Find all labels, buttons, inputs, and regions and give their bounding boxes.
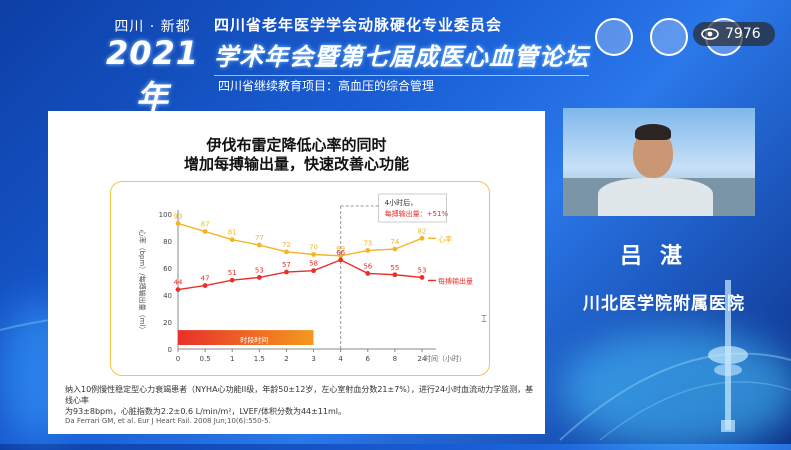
data-point [175,221,181,226]
data-point [311,268,316,274]
annotation-line2: 每搏输出量：+51% [385,209,449,218]
x-tick-label: 1 [230,355,234,363]
legend-label: 每搏输出量 [438,276,473,285]
data-point [365,271,371,276]
event-location-year: 四川 · 新都 2021年 [100,16,205,118]
y-tick-label: 20 [163,319,172,327]
data-point [284,249,289,255]
data-label: 81 [228,229,237,237]
mouse-cursor-icon: ⌶ [481,314,487,325]
data-label: 53 [255,266,264,274]
data-label: 87 [201,221,210,229]
conference-title: 学术年会暨第七届成医心血管论坛 [214,43,589,71]
annotation-line1: 4小时后， [385,198,417,207]
organizer-logo-2 [650,18,688,56]
data-point [419,275,425,280]
series-line-1 [177,259,423,291]
x-tick-label: 24 [418,355,427,363]
footnote-line1: 纳入10例慢性稳定型心力衰竭患者（NYHA心功能II级，年龄50±12岁，左心室… [65,385,534,405]
infusion-label: 时段时间 [240,335,268,344]
series-line-0 [177,222,423,257]
y-tick-label: 100 [159,211,172,219]
data-point [202,229,208,234]
data-label: 56 [363,262,372,270]
data-label: 44 [174,279,183,287]
eye-icon [701,28,719,40]
speaker-organization: 川北医学院附属医院 [583,294,745,314]
infusion-bar [178,330,314,345]
data-label: 69 [336,245,345,253]
data-label: 82 [418,227,427,235]
data-label: 93 [174,212,183,220]
data-label: 55 [390,264,399,272]
annotation-box [378,193,447,223]
y-tick-label: 0 [168,346,172,354]
x-tick-label: 4 [338,355,343,363]
viewer-count: 7976 [725,26,761,42]
data-label: 53 [418,266,427,274]
event-city: 四川 · 新都 [114,19,191,35]
data-point [338,257,344,263]
data-point [256,242,262,248]
x-tick-label: 2 [284,355,288,363]
event-title-block: 四川省老年医学学会动脉硬化专业委员会 学术年会暨第七届成医心血管论坛 四川省继续… [214,14,589,95]
tower-graphic [708,280,748,432]
data-point [229,237,235,243]
data-point [338,253,344,259]
data-point [256,275,262,280]
data-label: 74 [390,238,399,246]
data-point [175,287,181,292]
organizer-logo-1 [595,18,633,56]
data-point [365,248,371,253]
x-tick-label: 3 [311,355,315,363]
x-tick-label: 0.5 [200,355,211,363]
x-tick-label: 1.5 [254,355,265,363]
data-point [392,246,398,252]
slide-title-line2: 增加每搏输出量，快速改善心功能 [183,155,409,173]
data-label: 47 [201,275,210,283]
data-label: 58 [309,260,318,268]
slide-citation: Da Ferrari GM, et al. Eur J Heart Fail. … [65,417,271,425]
legend-label: 心率 [438,234,452,243]
event-year: 2021年 [105,34,200,116]
data-label: 73 [363,239,372,247]
education-project: 四川省继续教育项目：高血压的综合管理 [214,75,589,95]
footnote-line2: 为93±8bpm，心脏指数为2.2±0.6 L/min/m²，LVEF/体积分数… [65,407,347,416]
slide-footnote: 纳入10例慢性稳定型心力衰竭患者（NYHA心功能II级，年龄50±12岁，左心室… [65,384,535,417]
speaker-hair [635,124,671,140]
data-label: 70 [309,244,318,252]
viewer-count-badge: 7976 [693,22,775,46]
x-tick-label: 6 [366,355,371,363]
x-axis-label: 时间（小时） [424,354,466,363]
speaker-shirt [598,178,713,216]
background-glow [560,330,791,450]
data-label: 57 [282,261,291,269]
y-tick-label: 80 [163,238,172,246]
data-label: 66 [336,249,345,257]
speaker-name: 吕湛 [620,244,701,269]
data-label: 51 [228,269,237,277]
slide-title-line1: 伊伐布雷定降低心率的同时 [206,136,387,154]
x-tick-label: 0 [176,355,180,363]
data-point [229,277,235,283]
organizer-title: 四川省老年医学学会动脉硬化专业委员会 [214,16,503,34]
y-axis-label: 心率（bpm）/每搏输出量（ml） [138,230,147,334]
speaker-video [563,108,755,216]
data-label: 72 [282,241,291,249]
data-point [419,235,425,241]
data-point [202,283,208,288]
data-point [284,269,289,275]
y-tick-label: 60 [163,265,172,273]
data-point [392,272,398,278]
x-tick-label: 8 [393,355,397,363]
data-point [311,252,316,257]
y-tick-label: 40 [163,292,172,300]
data-label: 77 [255,234,264,242]
